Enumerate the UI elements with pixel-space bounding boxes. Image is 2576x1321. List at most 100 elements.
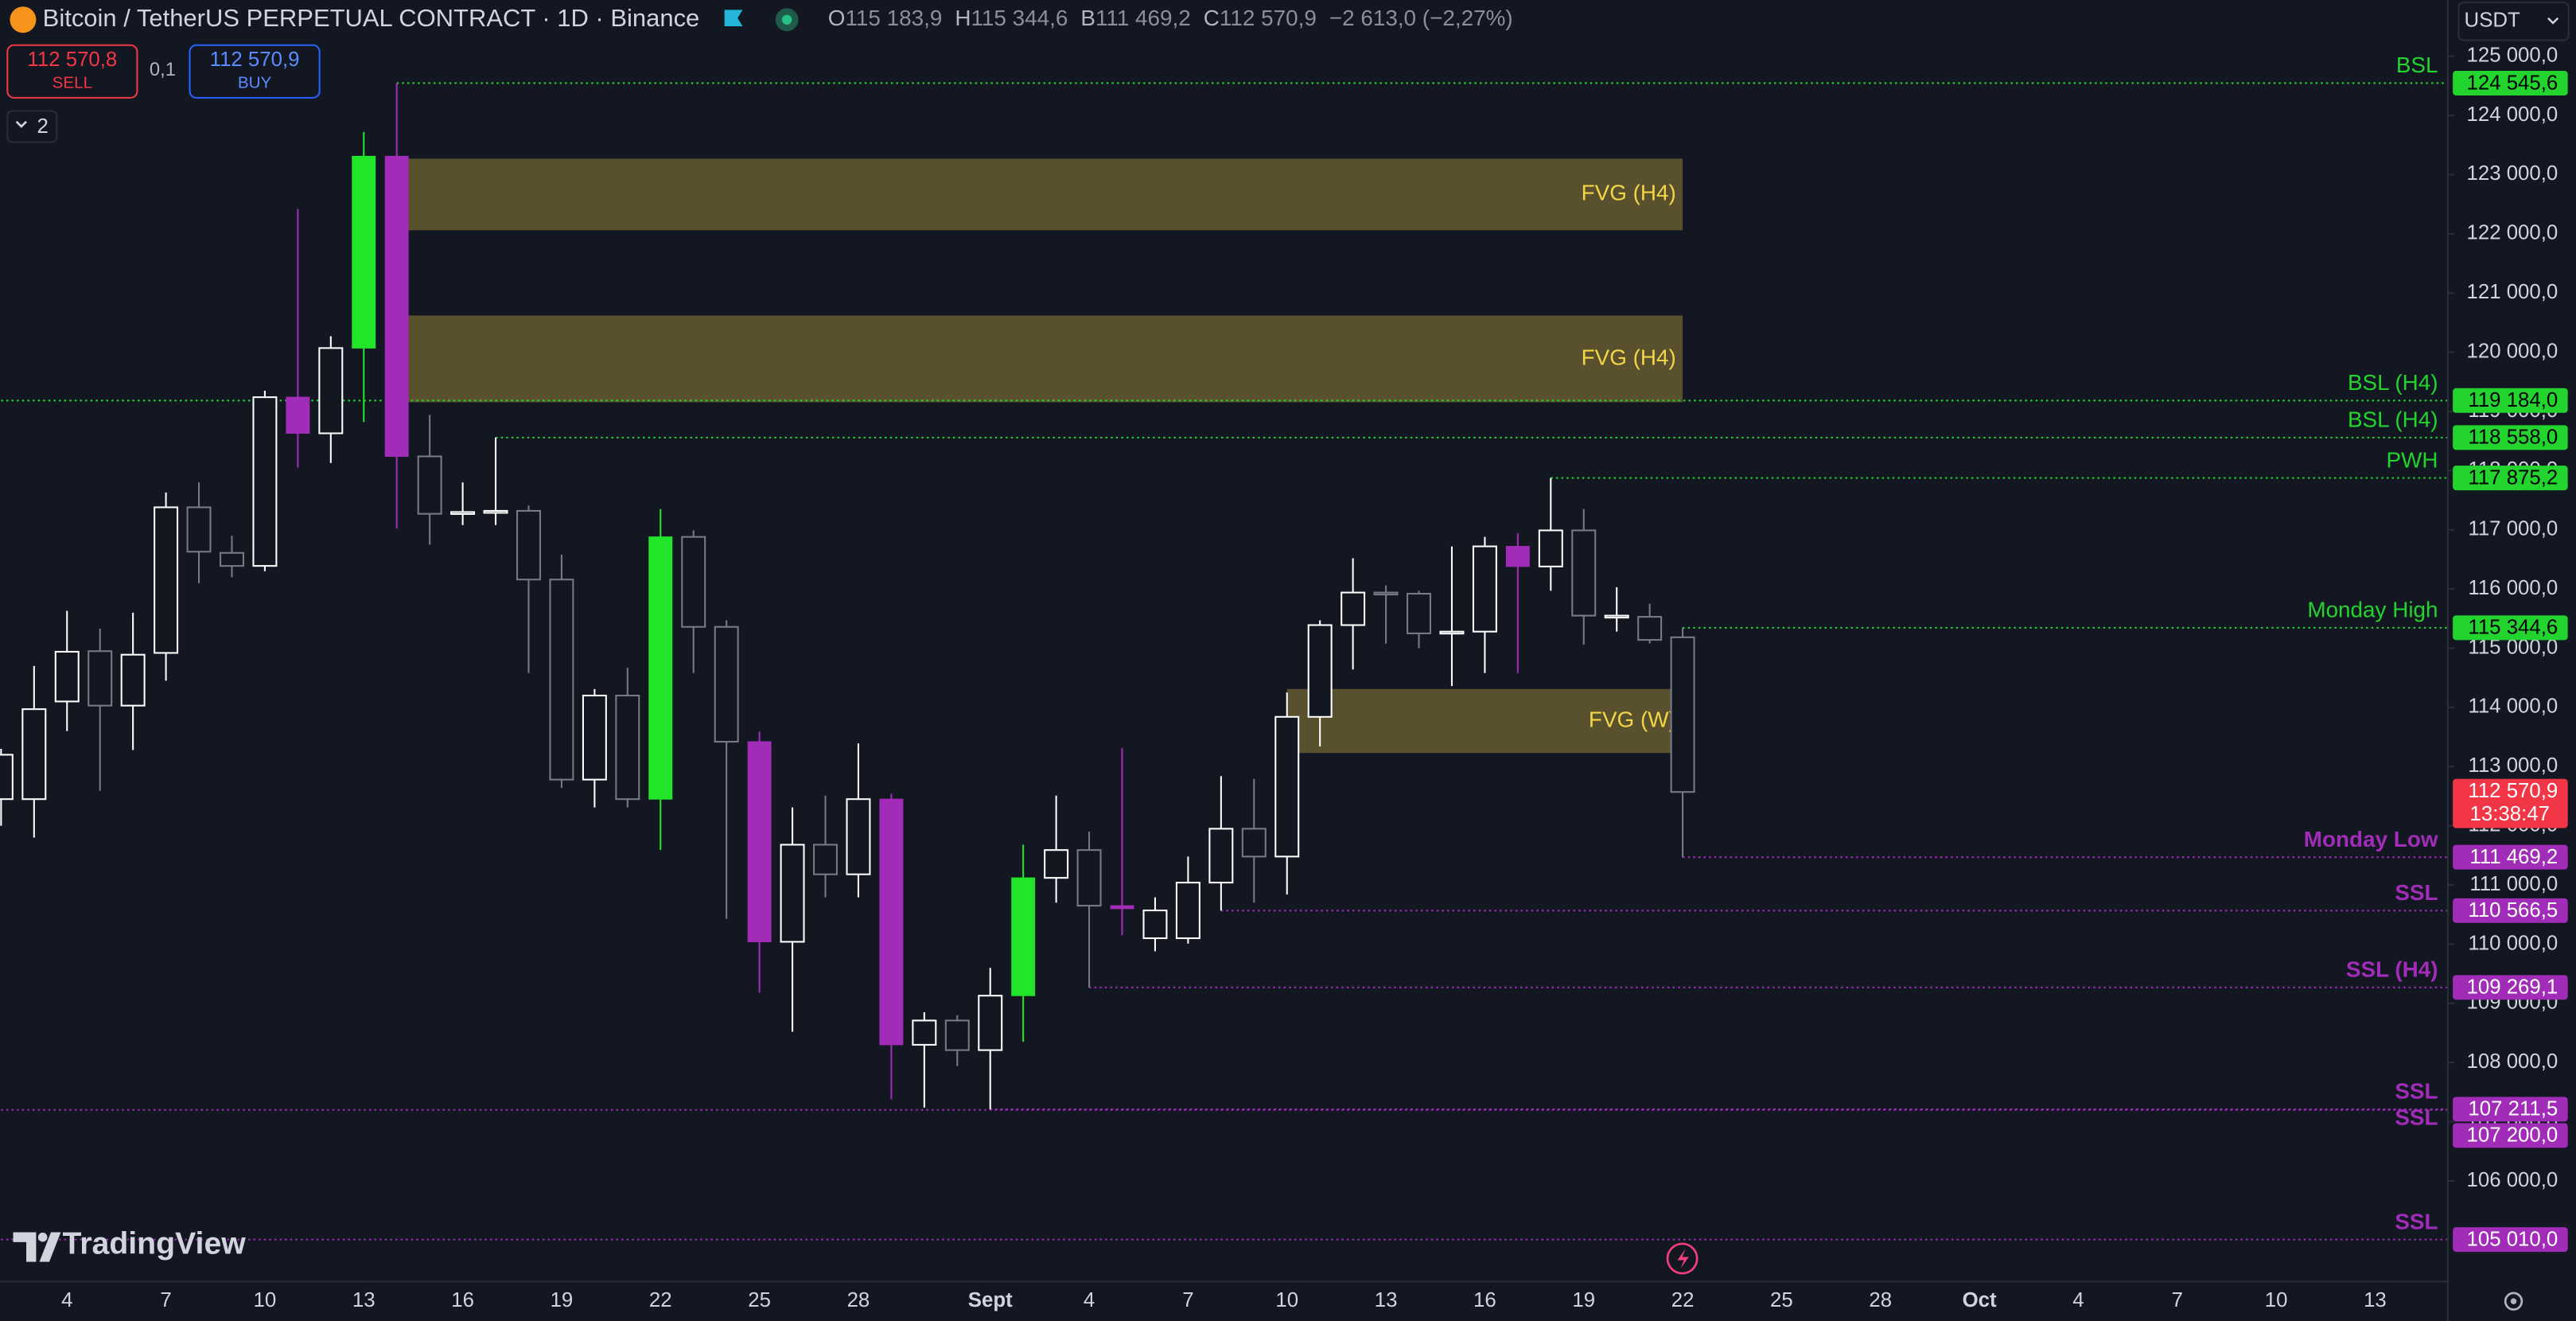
fvg-label: FVG (H4) bbox=[1582, 181, 1676, 205]
x-tick-label: 22 bbox=[1671, 1289, 1695, 1311]
y-tick-label: 116 000,0 bbox=[2468, 577, 2558, 599]
level-badge-label: 109 269,1 bbox=[2467, 976, 2558, 999]
ohlc-key: H bbox=[955, 6, 971, 30]
level-label: BSL (H4) bbox=[2348, 370, 2438, 395]
candle-body bbox=[1241, 828, 1267, 858]
brand-logo bbox=[13, 1232, 61, 1262]
candle-body bbox=[286, 396, 310, 434]
last-price-label: 112 570,9 bbox=[2468, 780, 2558, 802]
y-tick-label: 117 000,0 bbox=[2468, 518, 2558, 540]
x-tick-label: Oct bbox=[1963, 1289, 1997, 1311]
level-label: BSL bbox=[2396, 53, 2438, 77]
candle-body bbox=[252, 396, 278, 567]
level-badge bbox=[2453, 70, 2568, 95]
level-label: PWH bbox=[2387, 447, 2438, 472]
candle-body bbox=[21, 708, 47, 801]
indicators-toggle[interactable] bbox=[6, 110, 58, 143]
level-label: SSL bbox=[2395, 1105, 2438, 1130]
change: −2 613,0 (−2,27%) bbox=[1329, 6, 1513, 30]
sell-label: SELL bbox=[53, 74, 92, 92]
spread: 0,1 bbox=[150, 60, 176, 80]
ohlc-key: B bbox=[1080, 6, 1095, 30]
candle-body bbox=[879, 798, 904, 1046]
buy-button[interactable] bbox=[189, 44, 321, 99]
candle-body bbox=[1571, 529, 1597, 617]
candle-body bbox=[944, 1019, 970, 1051]
ohlc-value: 115 183,9 bbox=[845, 6, 942, 30]
level-label: Monday Low bbox=[2304, 827, 2438, 851]
candle-body bbox=[582, 694, 607, 781]
chevron-icon bbox=[15, 120, 27, 128]
flag-icon[interactable] bbox=[724, 10, 743, 27]
level-badge-label: 119 184,0 bbox=[2468, 389, 2558, 411]
x-tick-label: 4 bbox=[61, 1289, 72, 1311]
sell-button[interactable] bbox=[6, 44, 138, 99]
candle-body bbox=[1637, 616, 1663, 641]
level-badge bbox=[2453, 1227, 2568, 1253]
candle-body bbox=[1538, 529, 1563, 567]
plot-area: FVG (H4) FVG (H4) FVG (W) BSL BSL (H4) BSL (H… bbox=[0, 53, 2448, 1241]
y-tick-label: 108 000,0 bbox=[2467, 1050, 2558, 1073]
fvg-label: FVG (H4) bbox=[1582, 345, 1676, 369]
x-tick-label: 4 bbox=[1084, 1289, 1095, 1311]
currency-select[interactable] bbox=[2457, 2, 2570, 41]
ohlc-key: O bbox=[828, 6, 846, 30]
y-tick-label: 125 000,0 bbox=[2467, 44, 2558, 66]
buy-price: 112 570,9 bbox=[210, 49, 300, 71]
settings-icon-center bbox=[2510, 1298, 2517, 1304]
candle-body bbox=[1439, 630, 1465, 635]
level-label: SSL (H4) bbox=[2346, 957, 2438, 982]
y-tick-label: 121 000,0 bbox=[2467, 281, 2558, 303]
candle-body bbox=[1142, 910, 1168, 940]
x-tick-label: 13 bbox=[1375, 1289, 1398, 1311]
level-label: SSL bbox=[2395, 1079, 2438, 1104]
x-tick-label: Sept bbox=[968, 1289, 1013, 1311]
candle-body bbox=[318, 347, 344, 434]
ohlc-value: 112 570,9 bbox=[1220, 6, 1317, 30]
settings-icon[interactable] bbox=[2504, 1292, 2523, 1311]
candle-body bbox=[681, 536, 706, 628]
candle-body bbox=[1076, 849, 1102, 907]
brand-logo-dot bbox=[37, 1232, 48, 1242]
ohlc-key: C bbox=[1204, 6, 1220, 30]
level-badge-label: 115 344,6 bbox=[2468, 617, 2558, 639]
candle-body bbox=[1110, 905, 1134, 910]
candle-body bbox=[1044, 849, 1069, 879]
indicators-count: 2 bbox=[37, 115, 49, 138]
x-tick-label: 28 bbox=[1869, 1289, 1892, 1311]
x-tick-label: 7 bbox=[160, 1289, 171, 1311]
level-label: SSL bbox=[2395, 1209, 2438, 1233]
candle-body bbox=[1604, 614, 1629, 619]
candle-body bbox=[1373, 591, 1399, 596]
ohlc-value: 115 344,6 bbox=[971, 6, 1068, 30]
level-badge-label: 107 211,5 bbox=[2468, 1098, 2558, 1120]
candle-body bbox=[1011, 877, 1036, 996]
level-badge-label: 117 875,2 bbox=[2468, 466, 2558, 489]
currency: USDT bbox=[2465, 10, 2520, 32]
brand: TradingView bbox=[62, 1226, 246, 1261]
level-badge bbox=[2453, 388, 2568, 413]
candle-body bbox=[516, 509, 541, 581]
x-tick-label: 10 bbox=[2265, 1289, 2288, 1311]
candle-body bbox=[1407, 593, 1432, 634]
x-tick-label: 13 bbox=[2364, 1289, 2387, 1311]
level-badge-label: 124 545,6 bbox=[2467, 72, 2558, 94]
level-label: Monday High bbox=[2307, 598, 2438, 622]
y-tick-label: 106 000,0 bbox=[2467, 1169, 2558, 1191]
candle-body bbox=[1472, 545, 1497, 633]
candle-body bbox=[1307, 624, 1333, 718]
y-tick-label: 110 000,0 bbox=[2468, 932, 2558, 954]
candle-body bbox=[483, 509, 508, 514]
fvg-label: FVG (W) bbox=[1589, 707, 1676, 731]
chart-title[interactable]: Bitcoin / TetherUS PERPETUAL CONTRACT · … bbox=[43, 4, 700, 32]
candle-body bbox=[912, 1019, 937, 1046]
level-badge-label: 111 469,2 bbox=[2469, 846, 2558, 868]
y-tick-label: 124 000,0 bbox=[2467, 103, 2558, 126]
level-badge bbox=[2453, 975, 2568, 1000]
level-badge bbox=[2453, 466, 2568, 491]
buy-label: BUY bbox=[238, 74, 272, 92]
candle-body bbox=[88, 650, 113, 707]
x-tick-label: 16 bbox=[1473, 1289, 1496, 1311]
x-tick-label: 25 bbox=[1770, 1289, 1793, 1311]
x-tick-label: 19 bbox=[1572, 1289, 1595, 1311]
